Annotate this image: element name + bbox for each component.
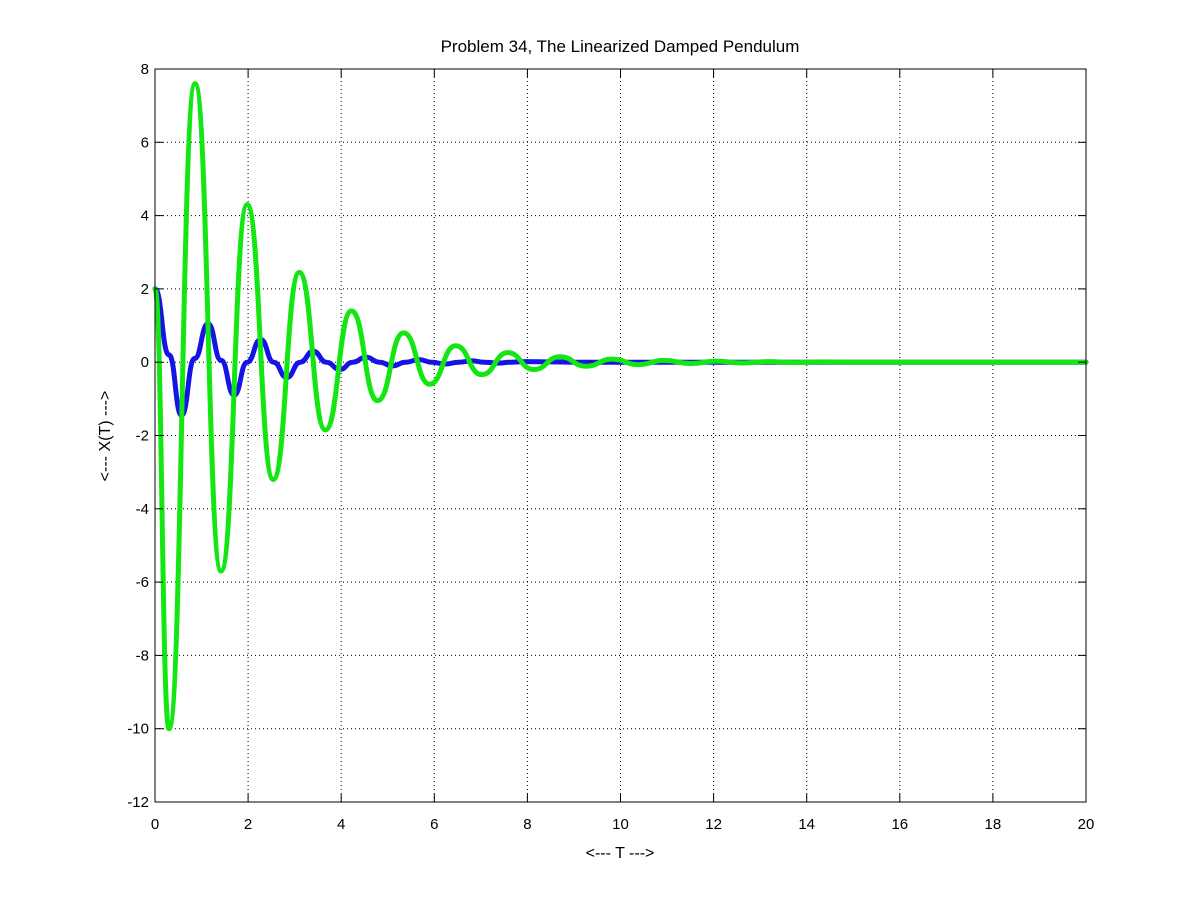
x-tick-label: 12 <box>705 816 722 833</box>
series-line-1 <box>152 286 1089 418</box>
x-tick-label: 6 <box>430 816 438 833</box>
y-tick-label: 8 <box>141 61 149 78</box>
x-tick-label: 2 <box>244 816 252 833</box>
plot-series <box>152 81 1089 732</box>
y-tick-label: -12 <box>127 794 149 811</box>
chart-title: Problem 34, The Linearized Damped Pendul… <box>441 37 800 56</box>
x-tick-label: 4 <box>337 816 345 833</box>
y-tick-label: -2 <box>136 428 149 445</box>
y-tick-label: -8 <box>136 647 149 664</box>
x-axis-label: <--- T ---> <box>586 845 655 862</box>
x-tick-label: 16 <box>891 816 908 833</box>
plot-frame <box>154 68 1087 803</box>
axis-ticks <box>154 68 1087 803</box>
y-tick-label: -6 <box>136 574 149 591</box>
y-tick-label: 0 <box>141 354 149 371</box>
x-tick-label: 20 <box>1078 816 1095 833</box>
x-tick-label: 18 <box>985 816 1002 833</box>
series-line-2 <box>152 81 1089 732</box>
y-tick-label: -4 <box>136 501 149 518</box>
y-tick-label: 4 <box>141 208 149 225</box>
x-tick-label: 8 <box>523 816 531 833</box>
y-tick-label: 2 <box>141 281 149 298</box>
x-tick-label: 14 <box>798 816 815 833</box>
y-axis-label: <--- X(T) ---> <box>97 391 114 482</box>
y-tick-label: 6 <box>141 134 149 151</box>
x-tick-label: 10 <box>612 816 629 833</box>
y-tick-labels: 8 6 4 2 0 -2 -4 -6 -8 -10 -12 <box>127 61 149 811</box>
x-tick-labels: 0 2 4 6 8 10 12 14 16 18 20 <box>151 816 1095 833</box>
x-tick-label: 0 <box>151 816 159 833</box>
y-tick-label: -10 <box>127 721 149 738</box>
grid-lines <box>155 69 1086 802</box>
